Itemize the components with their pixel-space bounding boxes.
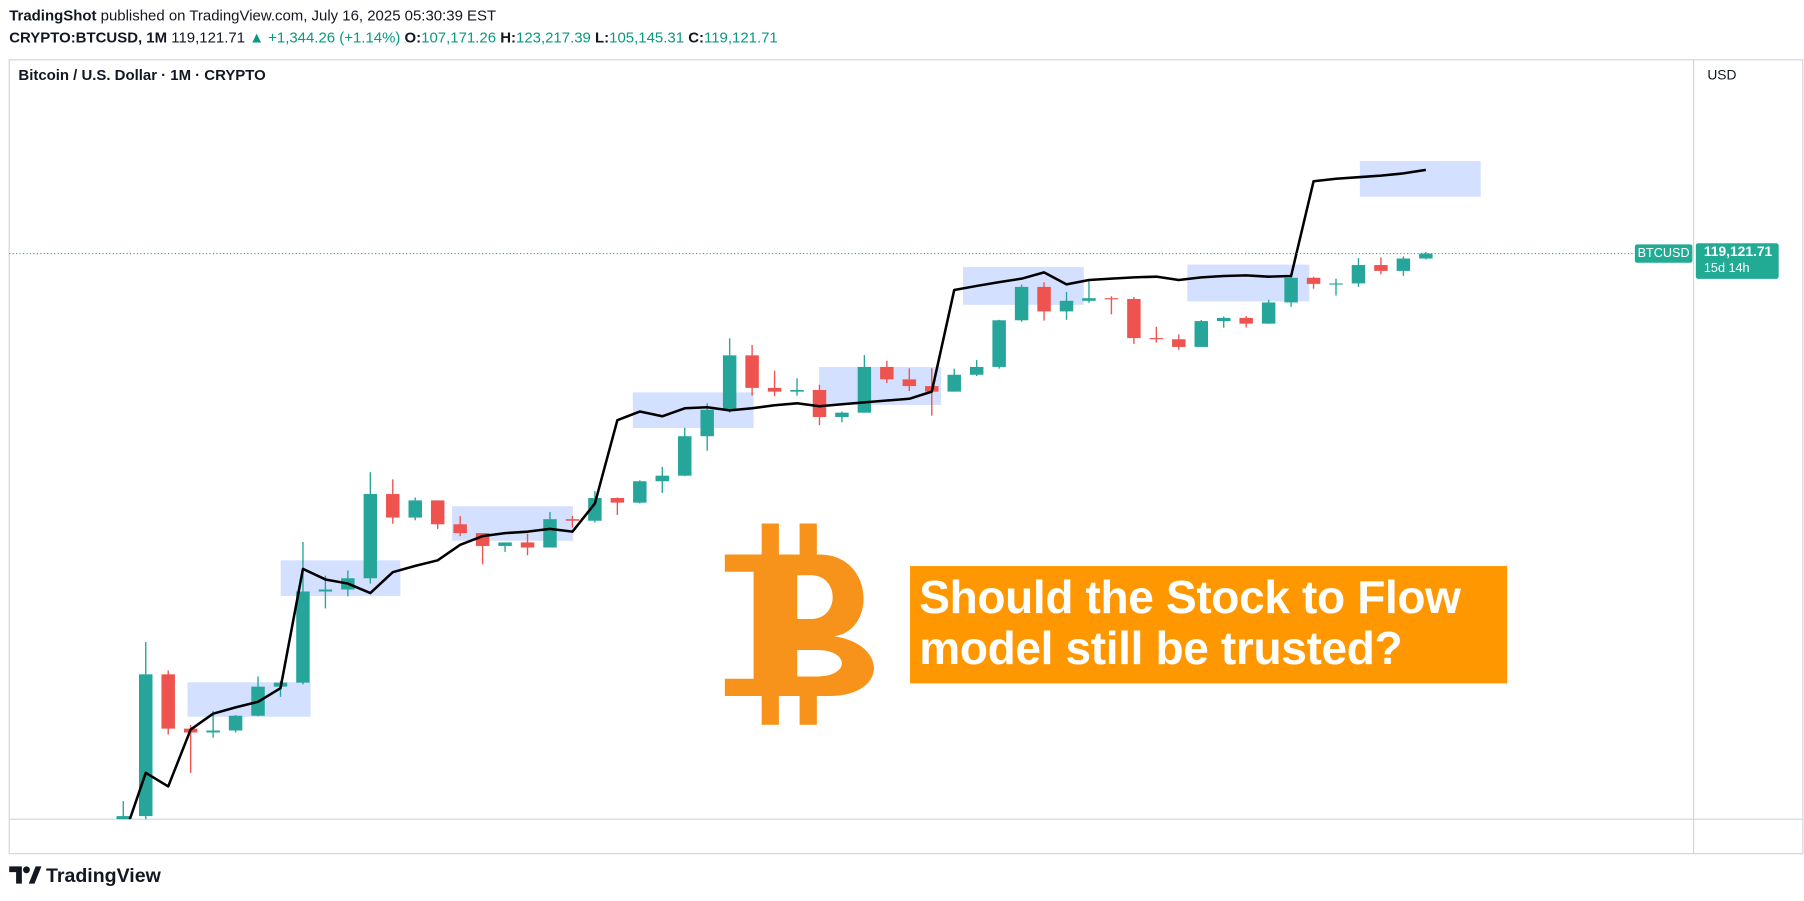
quote-line: CRYPTO:BTCUSD, 1M 119,121.71 ▲ +1,344.26… — [9, 29, 778, 46]
candle-body — [408, 500, 422, 518]
candle-body — [520, 542, 535, 548]
s2f-line — [128, 168, 1427, 820]
candle-body — [453, 524, 467, 534]
candle-body — [1329, 283, 1343, 285]
candle-body — [880, 366, 894, 380]
candle-body — [161, 674, 175, 729]
candle-body — [610, 498, 625, 503]
candle-body — [969, 366, 984, 375]
symbol: CRYPTO:BTCUSD, 1M — [9, 28, 168, 47]
candle-body — [722, 355, 737, 410]
candle-body — [296, 591, 310, 683]
logo-bar — [799, 523, 817, 558]
candle-body — [835, 412, 849, 418]
price: 119,121.71 — [171, 28, 246, 47]
price-label-bg — [1695, 243, 1779, 279]
candle-body — [1082, 298, 1096, 301]
bitcoin-logo — [724, 523, 874, 725]
candle-body — [1351, 265, 1366, 284]
candle-body — [386, 494, 400, 518]
currency: USD — [1707, 68, 1736, 83]
candle-body — [116, 816, 131, 820]
candle-body — [1194, 321, 1208, 347]
candle-body — [206, 730, 220, 733]
ohlc-value: 107,171.26 — [421, 28, 497, 47]
candle-body — [588, 498, 602, 521]
candle-body — [430, 500, 445, 525]
price-label: 119,121.71 — [1704, 244, 1773, 259]
published: published on TradingView.com, July 16, 2… — [100, 6, 497, 25]
candle-body — [228, 715, 243, 731]
candle-body — [1284, 277, 1298, 303]
candle-body — [1239, 317, 1253, 324]
candle-body — [677, 436, 692, 476]
candle-body — [363, 494, 378, 579]
candle-body — [857, 366, 872, 413]
candle-body — [543, 519, 557, 548]
candle-body — [745, 355, 759, 388]
logo-mark — [23, 866, 30, 874]
highlight-box — [187, 682, 311, 717]
ohlc-key: H: — [500, 28, 516, 47]
logo-bar — [761, 690, 779, 725]
countdown: 15d 14h — [1704, 261, 1750, 275]
highlight-boxes — [187, 161, 1481, 717]
candle-body — [1419, 253, 1433, 259]
brand-logo: TradingView — [9, 865, 162, 887]
candle-body — [1037, 286, 1051, 312]
change: ▲ +1,344.26 (+1.14%) — [249, 28, 401, 47]
candle-body — [1014, 286, 1029, 321]
ohlc-value: 123,217.39 — [515, 28, 591, 47]
ohlc-key: C: — [688, 28, 704, 47]
candle-body — [1216, 317, 1231, 322]
pane-border — [8, 59, 1804, 855]
candle-body — [1104, 298, 1119, 300]
highlight-box — [1359, 161, 1481, 197]
candle-body — [1149, 338, 1164, 340]
brand: TradingView — [46, 865, 162, 887]
ohlc-key: O: — [404, 28, 422, 47]
candle-body — [565, 519, 580, 521]
candle-body — [139, 674, 153, 817]
candle-body — [498, 542, 512, 546]
logo-bar — [761, 523, 779, 558]
candle-body — [318, 589, 333, 592]
candle-body — [1059, 300, 1074, 312]
candle-body — [655, 475, 670, 482]
candle-body — [767, 387, 782, 392]
candle-body — [947, 374, 961, 392]
candle-body — [700, 409, 714, 437]
candle-body — [633, 481, 647, 503]
candle-body — [1374, 265, 1388, 271]
candle-body — [902, 379, 917, 387]
candle-body — [790, 389, 804, 392]
symbol-label-bg — [1634, 244, 1693, 263]
ohlc-key: L: — [595, 28, 610, 47]
candle-body — [1306, 277, 1321, 284]
candle-body — [812, 389, 827, 418]
candle-body — [1396, 258, 1411, 271]
candle-body — [1127, 299, 1141, 339]
logo-mark — [28, 866, 42, 884]
author: TradingShot — [9, 6, 97, 25]
publish-line: TradingShot published on TradingView.com… — [9, 7, 496, 24]
candle-body — [1261, 302, 1276, 324]
logo-mark — [9, 866, 22, 884]
candle-body — [1172, 339, 1186, 347]
pane-title: Bitcoin / U.S. Dollar · 1M · CRYPTO — [18, 67, 265, 84]
candle-body — [992, 320, 1006, 367]
headline: Should the Stock to Flow model still be … — [910, 566, 1508, 684]
symbol-label: BTCUSD — [1638, 246, 1690, 260]
ohlc-value: 119,121.71 — [703, 28, 778, 47]
logo-bar — [799, 690, 817, 725]
logo-b — [724, 554, 874, 697]
ohlc-value: 105,145.31 — [609, 28, 685, 47]
